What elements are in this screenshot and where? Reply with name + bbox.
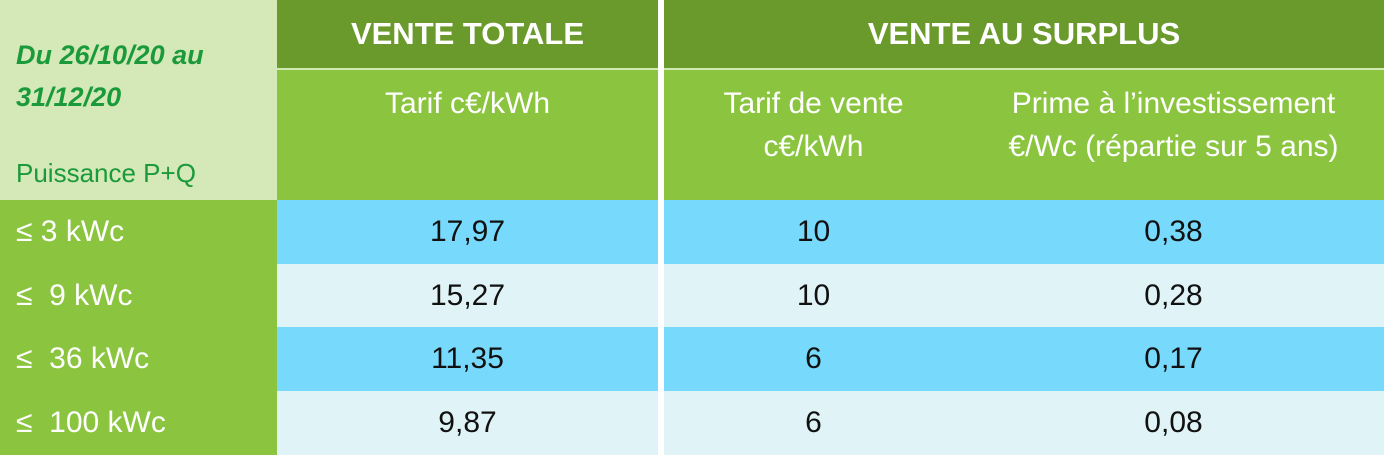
- row-label: ≤ 100 kWc: [0, 391, 277, 455]
- row-label: ≤ 36 kWc: [0, 327, 277, 391]
- table-cell-tarif-total: 15,27: [277, 264, 658, 327]
- table-cell-prime: 0,17: [963, 327, 1384, 391]
- subheader-prime-line-2: €/Wc (répartie sur 5 ans): [1008, 130, 1339, 163]
- table-cell-prime: 0,38: [963, 200, 1384, 264]
- table-cell-tarif-total: 17,97: [277, 200, 658, 264]
- table-cell-tarif-vente: 10: [664, 264, 963, 327]
- power-label: Puissance P+Q: [16, 158, 196, 188]
- row-label: ≤ 3 kWc: [0, 200, 277, 264]
- table-cell-tarif-total: 11,35: [277, 327, 658, 391]
- subheader-tarif-vente: Tarif de vente c€/kWh: [664, 68, 963, 200]
- row-label: ≤ 9 kWc: [0, 264, 277, 327]
- period-line-1: Du 26/10/20 au: [16, 40, 204, 70]
- period-label: Du 26/10/20 au 31/12/20: [16, 34, 204, 118]
- table-cell-tarif-vente: 10: [664, 200, 963, 264]
- subheader-prime-line-1: Prime à l’investissement: [1011, 87, 1336, 120]
- table-cell-prime: 0,28: [963, 264, 1384, 327]
- table-corner: Du 26/10/20 au 31/12/20 Puissance P+Q: [0, 0, 277, 200]
- subheader-tarif-total: Tarif c€/kWh: [277, 68, 658, 200]
- table-cell-tarif-vente: 6: [664, 327, 963, 391]
- table-cell-tarif-vente: 6: [664, 391, 963, 455]
- table-cell-prime: 0,08: [963, 391, 1384, 455]
- subheader-tarif-vente-line-2: c€/kWh: [763, 130, 864, 163]
- table-cell-tarif-total: 9,87: [277, 391, 658, 455]
- column-divider: [658, 0, 664, 455]
- group-header-vente-surplus: VENTE AU SURPLUS: [664, 0, 1384, 68]
- group-header-vente-totale: VENTE TOTALE: [277, 0, 658, 68]
- subheader-prime: Prime à l’investissement €/Wc (répartie …: [963, 68, 1384, 200]
- period-line-2: 31/12/20: [16, 82, 122, 112]
- header-divider: [277, 68, 1384, 70]
- subheader-tarif-vente-line-1: Tarif de vente: [723, 87, 904, 120]
